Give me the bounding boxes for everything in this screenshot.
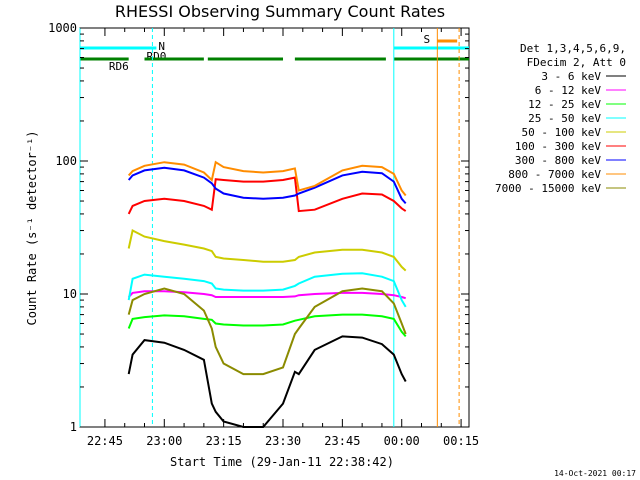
flag-label-rd0: RD0 — [147, 50, 167, 63]
vertical-markers — [79, 28, 460, 427]
series-line-2 — [127, 313, 407, 338]
footer-timestamp: 14-Oct-2021 00:17 — [554, 469, 636, 478]
plot-area — [79, 27, 470, 428]
x-tick-label: 23:45 — [324, 434, 360, 448]
series-line-0 — [127, 335, 407, 428]
series-line-1 — [127, 290, 406, 300]
legend-header-line-2: FDecim 2, Att 0 — [527, 56, 626, 69]
series-lines — [127, 160, 407, 428]
y-tick-label: 100 — [55, 154, 77, 168]
legend-entry-label: 100 - 300 keV — [515, 140, 601, 153]
series-line-4 — [127, 229, 407, 272]
y-tick-label: 1000 — [48, 21, 77, 35]
y-tick-label: 10 — [63, 287, 77, 301]
x-tick-label: 00:00 — [384, 434, 420, 448]
x-tick-label: 22:45 — [87, 434, 123, 448]
legend-entry-label: 300 - 800 keV — [515, 154, 601, 167]
legend-entry-label: 7000 - 15000 keV — [495, 182, 601, 195]
legend-header-line-1: Det 1,3,4,5,6,9, — [520, 42, 626, 55]
series-line-8 — [127, 287, 407, 376]
x-axis-label: Start Time (29-Jan-11 22:38:42) — [170, 455, 394, 469]
series-line-5 — [127, 176, 407, 215]
legend-entry-label: 50 - 100 keV — [522, 126, 602, 139]
legend-entry-label: 6 - 12 keV — [535, 84, 602, 97]
x-tick-label: 00:15 — [443, 434, 479, 448]
legend: Det 1,3,4,5,6,9, FDecim 2, Att 0 3 - 6 k… — [495, 42, 626, 195]
legend-entry-label: 12 - 25 keV — [528, 98, 601, 111]
x-tick-label: 23:00 — [146, 434, 182, 448]
legend-entry-label: 3 - 6 keV — [541, 70, 601, 83]
flag-label-rd6: RD6 — [109, 60, 129, 73]
legend-entry-label: 800 - 7000 keV — [508, 168, 601, 181]
series-line-7 — [127, 160, 407, 197]
flag-label-s: S — [424, 33, 431, 46]
y-axis-label: Count Rate (s⁻¹ detector⁻¹) — [25, 130, 39, 325]
y-axis-ticks: 1 10 100 1000 — [48, 21, 469, 434]
legend-entry-label: 25 - 50 keV — [528, 112, 601, 125]
series-line-3 — [127, 272, 407, 308]
x-axis-ticks: 22:45 23:00 23:15 23:30 23:45 00:00 00:15 — [87, 28, 479, 448]
series-line-6 — [127, 166, 407, 205]
flag-label-n: N — [158, 40, 165, 53]
chart-title: RHESSI Observing Summary Count Rates — [115, 2, 445, 21]
y-tick-label: 1 — [70, 420, 77, 434]
x-tick-label: 23:15 — [206, 434, 242, 448]
x-tick-label: 23:30 — [265, 434, 301, 448]
